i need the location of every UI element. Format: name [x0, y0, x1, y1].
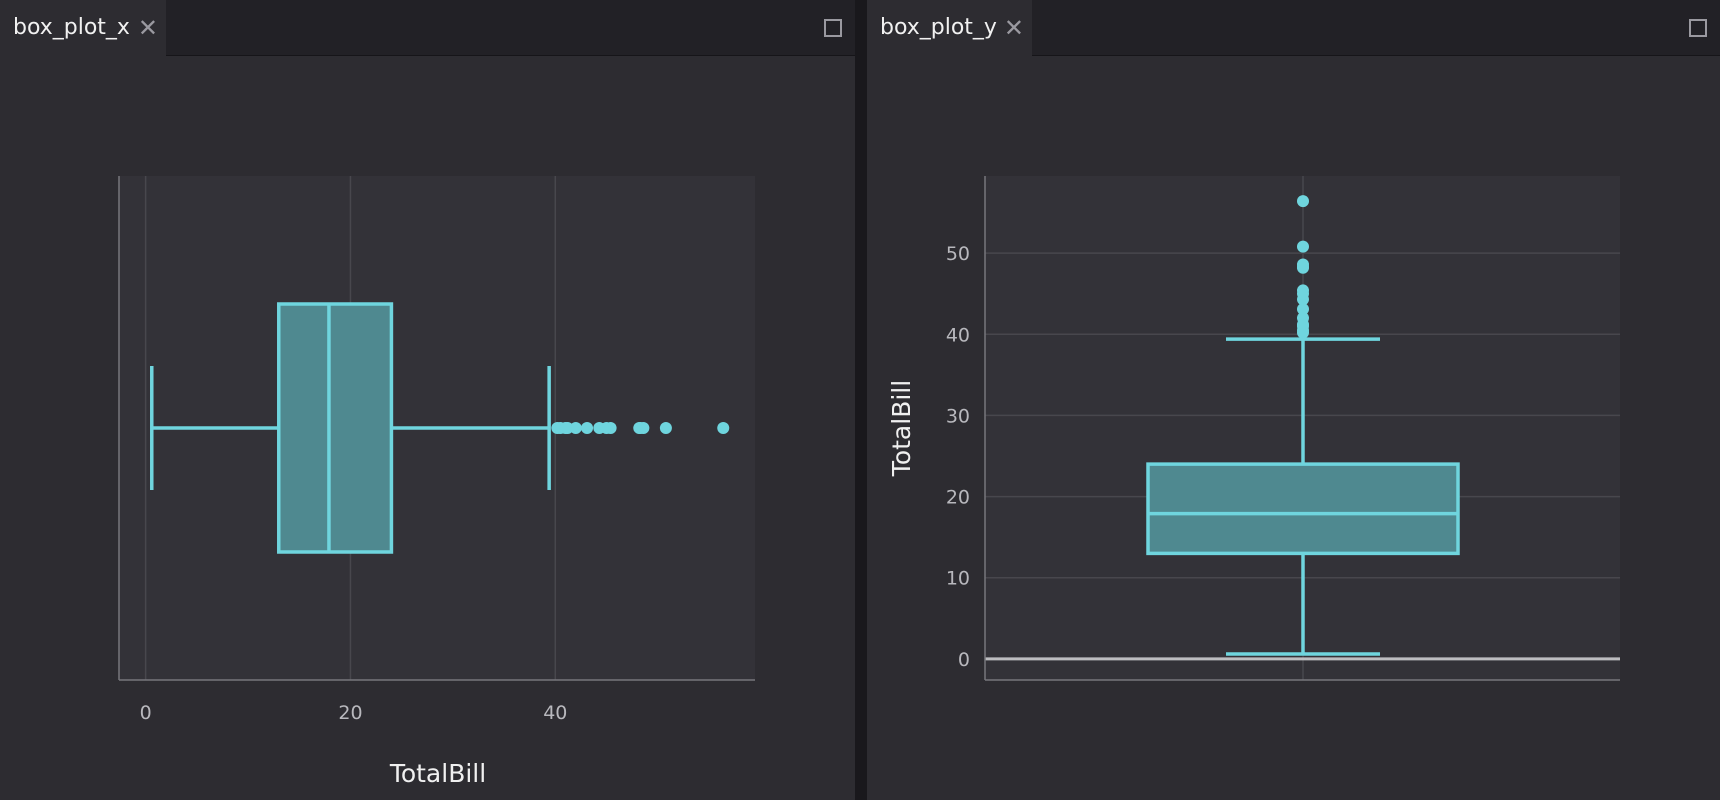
y-tick-label: 30 — [946, 405, 970, 427]
x-tick-label: 0 — [140, 702, 152, 724]
outlier-point — [659, 422, 672, 434]
y-tick-label: 0 — [958, 649, 970, 671]
close-icon[interactable]: ✕ — [1003, 14, 1024, 42]
y-tick-label: 40 — [946, 324, 970, 346]
maximize-icon[interactable] — [1689, 19, 1707, 37]
outlier-point — [604, 422, 617, 434]
panel-box-plot-x: box_plot_x ✕ TotalBill 0 20 40 — [0, 0, 855, 800]
panel-divider[interactable] — [855, 0, 867, 800]
outlier-point — [1297, 240, 1309, 253]
tab-bar: box_plot_y ✕ — [867, 0, 1720, 56]
outlier-point — [569, 422, 582, 434]
tab-title: box_plot_x — [13, 15, 130, 40]
box-plot-x-chart: TotalBill 0 20 40 — [118, 176, 755, 788]
panel-box-plot-y: box_plot_y ✕ TotalBill 0 10 20 30 40 50 — [867, 0, 1720, 800]
box-plot-y-chart: TotalBill 0 10 20 30 40 50 — [887, 176, 1620, 681]
y-axis-title: TotalBill — [887, 380, 916, 477]
close-icon[interactable]: ✕ — [137, 14, 158, 42]
outlier-point — [581, 422, 594, 434]
y-tick-label: 10 — [946, 568, 970, 590]
y-tick-label: 50 — [946, 243, 970, 265]
outlier-point — [1297, 195, 1309, 208]
outlier-point — [717, 422, 730, 434]
maximize-icon[interactable] — [824, 19, 842, 37]
x-axis-title: TotalBill — [389, 759, 486, 788]
iqr-box — [277, 302, 394, 554]
x-tick-label: 40 — [543, 702, 567, 724]
outlier-point — [1297, 258, 1309, 271]
tab-title: box_plot_y — [880, 15, 997, 40]
x-tick-label: 20 — [338, 702, 362, 724]
outlier-point — [1297, 303, 1309, 316]
tab-box-plot-x[interactable]: box_plot_x ✕ — [0, 0, 166, 56]
y-tick-label: 20 — [946, 487, 970, 509]
outlier-point — [1297, 312, 1309, 325]
outlier-point — [637, 422, 650, 434]
outlier-point — [1297, 284, 1309, 297]
tab-box-plot-y[interactable]: box_plot_y ✕ — [867, 0, 1032, 56]
iqr-box — [1146, 462, 1460, 556]
tab-bar: box_plot_x ✕ — [0, 0, 855, 56]
